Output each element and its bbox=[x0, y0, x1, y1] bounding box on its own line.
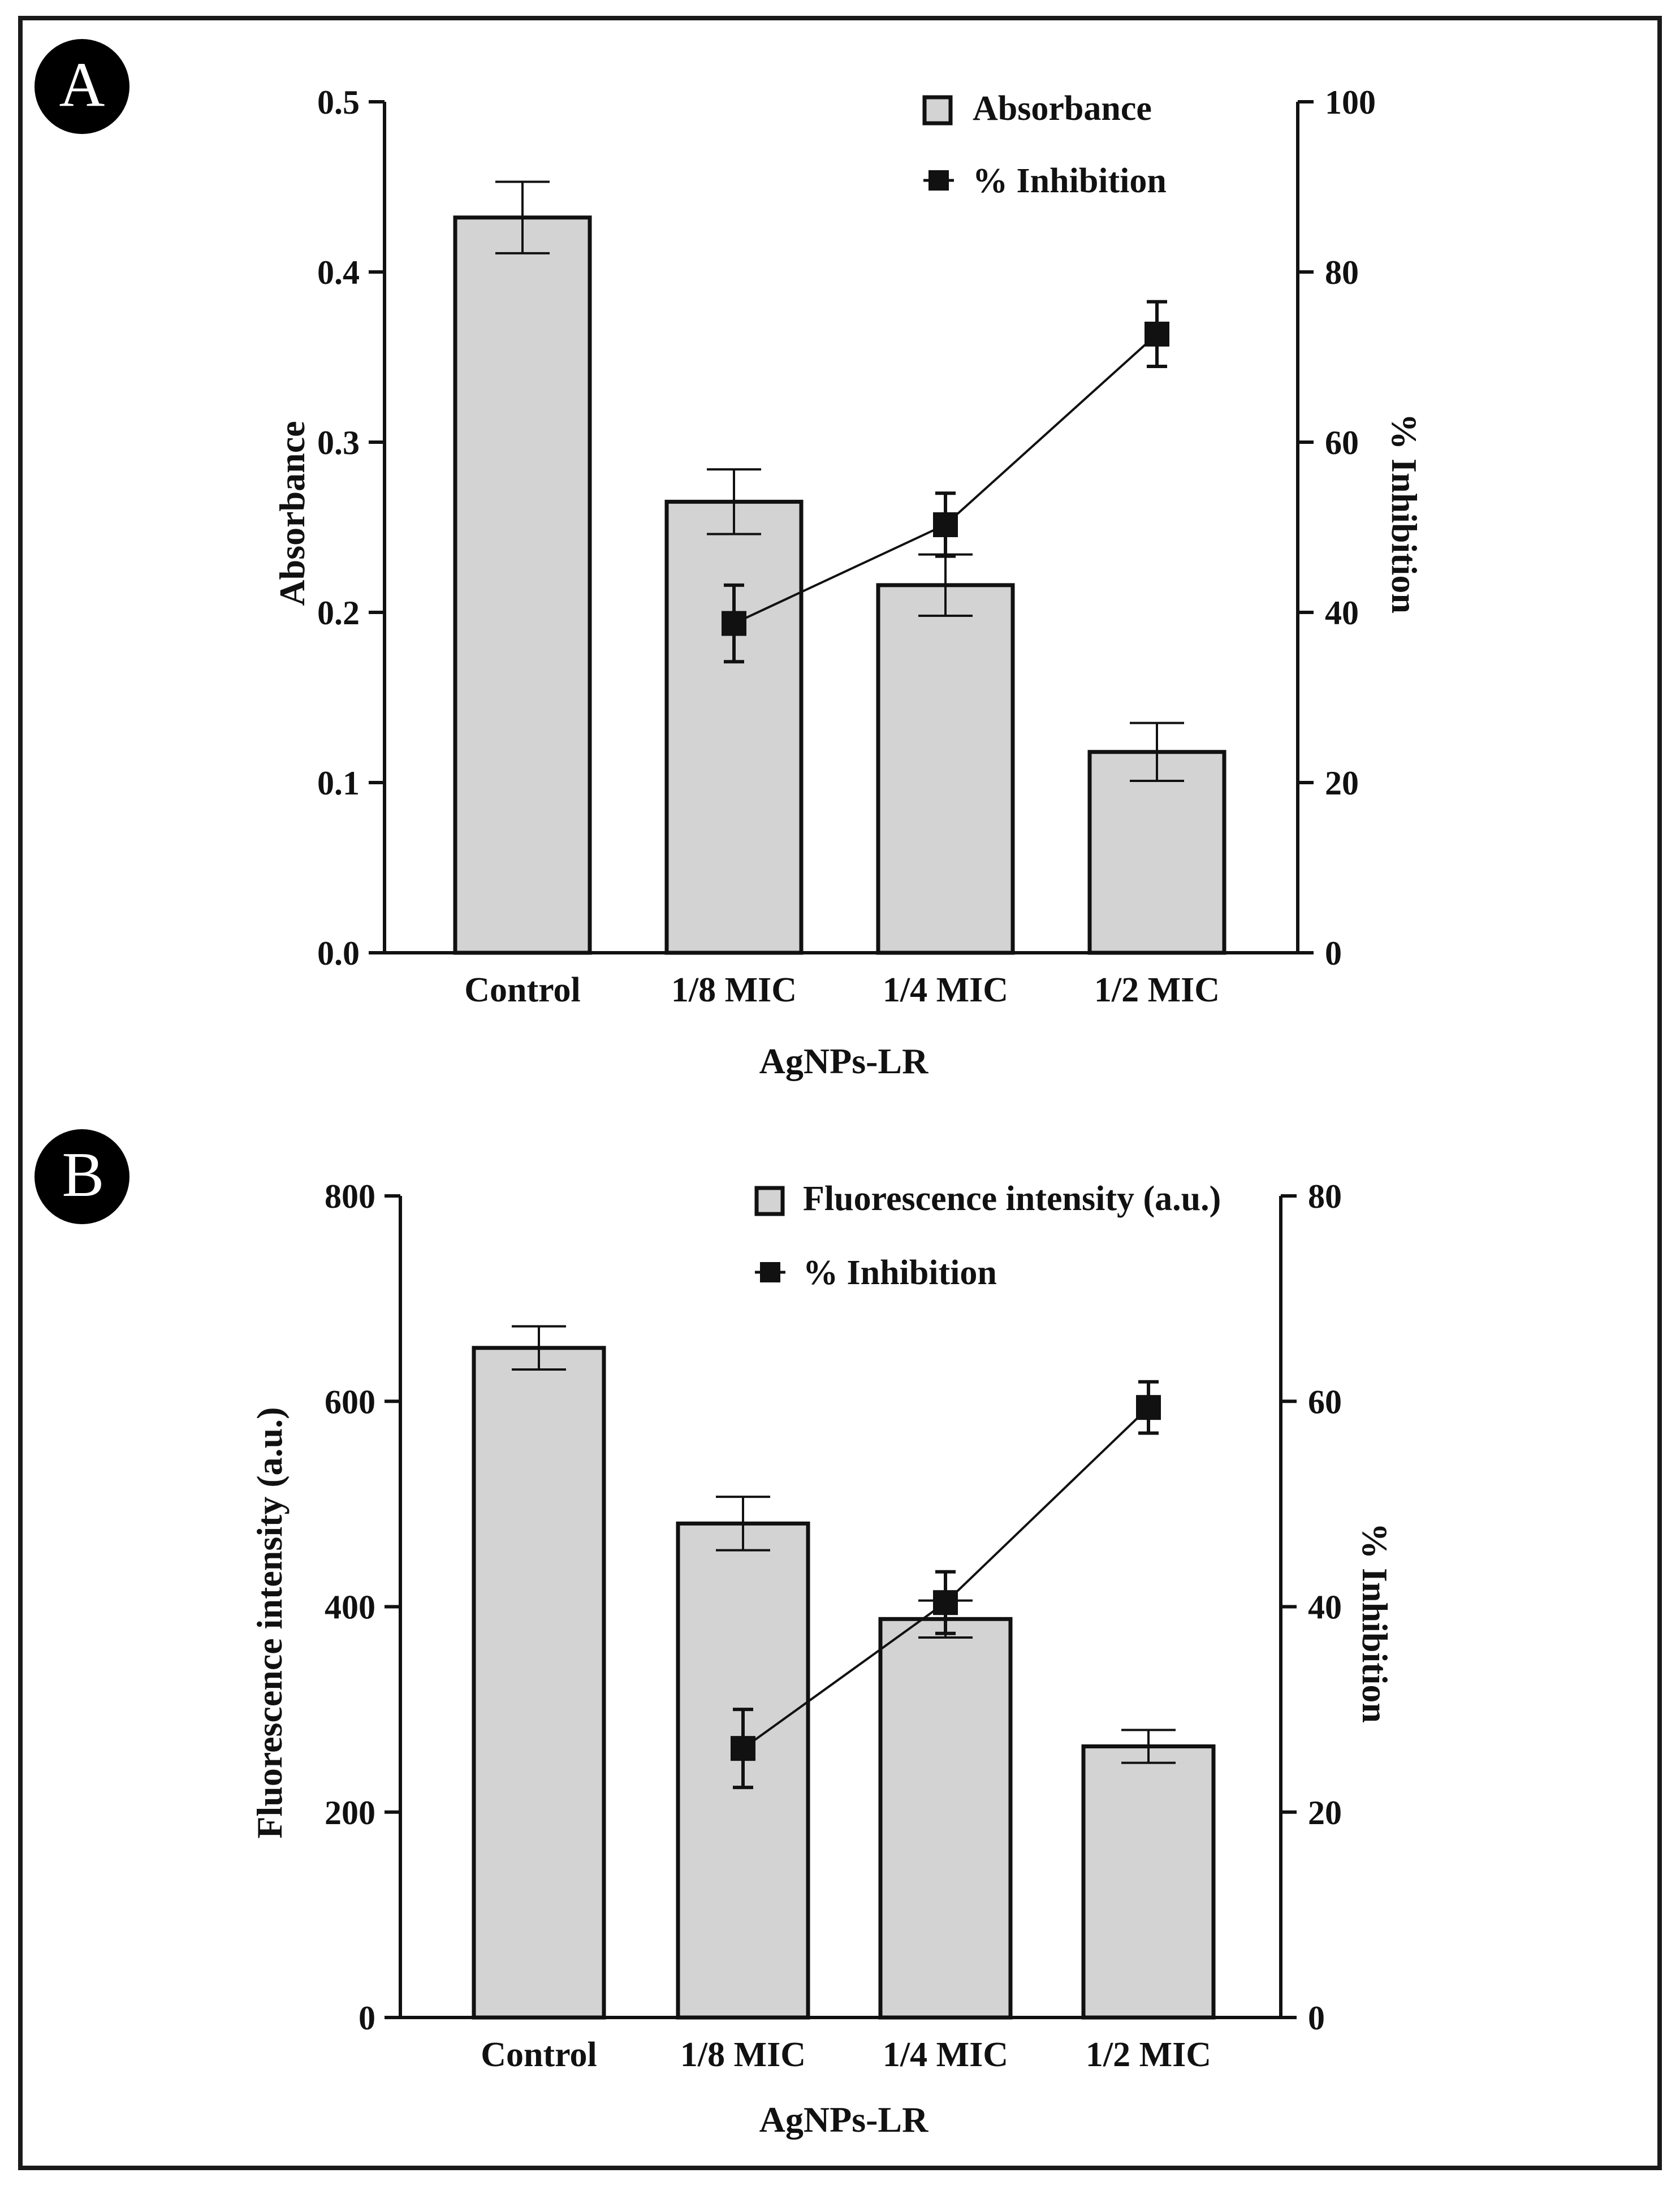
y2-tick-label: 100 bbox=[1325, 84, 1376, 121]
y-tick-label: 0.2 bbox=[317, 594, 360, 632]
y2-tick-label: 40 bbox=[1325, 594, 1359, 632]
legend-label-line: % Inhibition bbox=[973, 162, 1167, 200]
y-tick-label: 0.1 bbox=[317, 764, 360, 802]
inhibition-point bbox=[933, 512, 958, 537]
x-tick-label: 1/8 MIC bbox=[671, 971, 797, 1009]
bar bbox=[472, 1346, 606, 2020]
panel-badge-b: B bbox=[34, 1129, 129, 1224]
y2-tick-label: 0 bbox=[1325, 935, 1342, 972]
panel-badge-a: A bbox=[34, 39, 129, 134]
y2-tick-label: 60 bbox=[1308, 1383, 1342, 1420]
legend: Absorbance % Inhibition bbox=[922, 89, 1167, 200]
panel-label: B bbox=[62, 1140, 105, 1210]
y-tick-label: 0.5 bbox=[317, 84, 360, 121]
y2-tick-label: 20 bbox=[1308, 1794, 1342, 1831]
x-axis-title: AgNPs-LR bbox=[759, 1041, 928, 1081]
bar bbox=[876, 583, 1015, 955]
legend-bar-swatch bbox=[754, 1186, 785, 1216]
legend-bar-swatch bbox=[922, 95, 953, 126]
plot-marks: 0 200 400 600 800 0 20 40 60 80 Control 1/8 MIC 1/4 … bbox=[325, 1178, 1342, 2074]
inhibition-point bbox=[1136, 1395, 1161, 1420]
legend-square-marker bbox=[928, 170, 949, 191]
y-tick-label: 0.4 bbox=[317, 254, 360, 291]
legend-label-bar: Fluorescence intensity (a.u.) bbox=[803, 1180, 1221, 1218]
y2-tick-label: 0 bbox=[1308, 1999, 1325, 2037]
legend-square-marker bbox=[760, 1262, 780, 1282]
x-axis-title: AgNPs-LR bbox=[759, 2099, 928, 2140]
y-tick-label: 800 bbox=[325, 1178, 375, 1215]
x-tick-label: 1/4 MIC bbox=[883, 2036, 1008, 2074]
y2-tick-label: 40 bbox=[1308, 1589, 1342, 1626]
y-tick-label: 0 bbox=[359, 1999, 375, 2037]
y-tick-label: 400 bbox=[325, 1589, 375, 1626]
y-axis-title: Absorbance bbox=[272, 421, 312, 606]
legend: Fluorescence intensity (a.u.) % Inhibiti… bbox=[754, 1180, 1221, 1292]
figure-frame bbox=[18, 16, 1662, 2170]
x-tick-label: 1/2 MIC bbox=[1086, 2036, 1211, 2074]
bar bbox=[1081, 1744, 1216, 2020]
y2-tick-label: 20 bbox=[1325, 764, 1359, 802]
bar bbox=[878, 1617, 1013, 2020]
y2-tick-label: 80 bbox=[1308, 1178, 1342, 1215]
panel-a: A 0.0 0.1 0.2 0.3 0.4 0.5 0 20 40 60 80 100 Control 1… bbox=[34, 39, 1424, 1081]
x-tick-label: 1/8 MIC bbox=[680, 2036, 806, 2074]
inhibition-point bbox=[1145, 321, 1169, 347]
y-tick-label: 0.0 bbox=[317, 935, 360, 972]
legend-label-bar: Absorbance bbox=[973, 89, 1152, 128]
y-tick-label: 200 bbox=[325, 1794, 375, 1831]
panel-badge-circle bbox=[34, 1129, 129, 1224]
panel-badge-circle bbox=[34, 39, 129, 134]
y2-axis-title: % Inhibition bbox=[1384, 413, 1424, 614]
x-tick-label: 1/4 MIC bbox=[883, 971, 1008, 1009]
x-tick-label: 1/2 MIC bbox=[1094, 971, 1220, 1009]
y-tick-label: 0.3 bbox=[317, 424, 360, 461]
y2-axis-title: % Inhibition bbox=[1355, 1523, 1395, 1723]
x-tick-label: Control bbox=[464, 971, 581, 1009]
legend-label-line: % Inhibition bbox=[803, 1254, 997, 1292]
inhibition-point bbox=[933, 1590, 958, 1615]
bar bbox=[1087, 750, 1226, 955]
x-tick-label: Control bbox=[481, 2036, 597, 2074]
bar bbox=[453, 215, 592, 955]
y2-tick-label: 60 bbox=[1325, 424, 1359, 461]
y-axis-title: Fluorescence intensity (a.u.) bbox=[249, 1407, 290, 1838]
inhibition-point bbox=[722, 611, 746, 636]
panel-label: A bbox=[59, 50, 105, 120]
inhibition-point bbox=[731, 1736, 755, 1761]
panel-b: B 0 200 400 600 800 0 20 40 60 80 Control 1/8 MIC 1/… bbox=[34, 1129, 1395, 2140]
y2-tick-label: 80 bbox=[1325, 254, 1359, 291]
bar bbox=[664, 499, 804, 955]
y-tick-label: 600 bbox=[325, 1383, 375, 1420]
plot-marks: 0.0 0.1 0.2 0.3 0.4 0.5 0 20 40 60 80 100 Control 1/8… bbox=[317, 84, 1376, 1009]
